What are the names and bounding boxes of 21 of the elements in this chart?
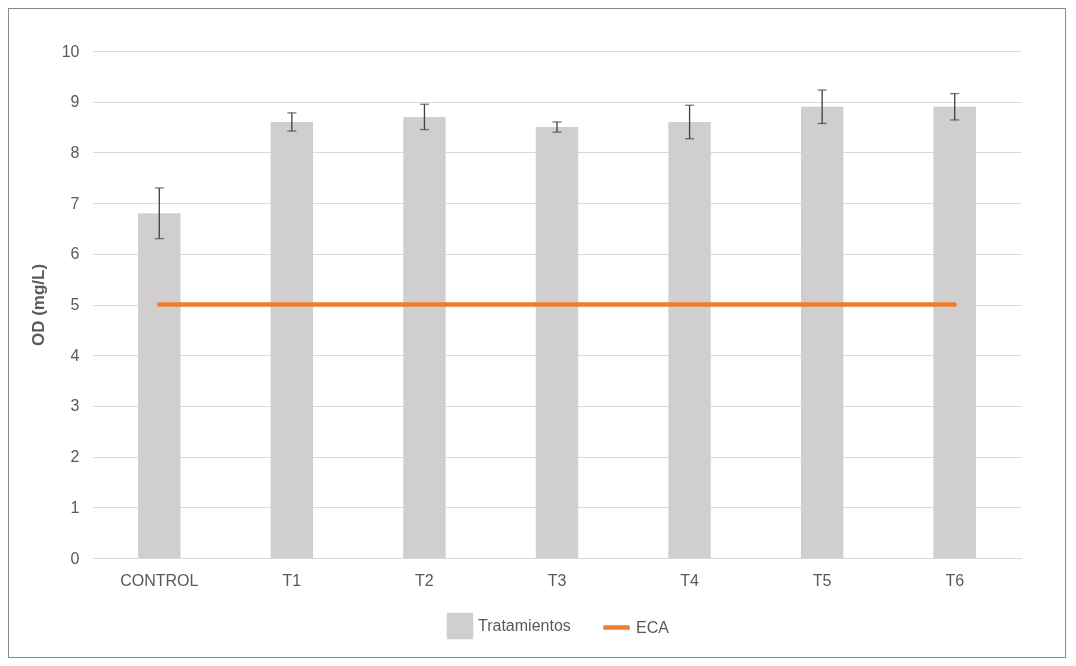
x-tick-label: CONTROL [120,571,199,589]
x-tick-label: T2 [415,571,434,589]
y-tick-label: 3 [70,397,80,415]
y-tick-label: 10 [61,42,80,60]
legend-label: ECA [636,618,670,636]
y-axis-title: OD (mg/L) [28,263,48,347]
y-tick-label: 6 [70,245,80,263]
x-tick-label: T1 [282,571,302,589]
y-tick-label: 0 [70,549,80,567]
x-tick-label: T6 [945,571,965,589]
y-tick-label: 5 [70,296,80,313]
y-tick-label: 7 [70,194,80,212]
y-tick-label: 4 [70,346,80,364]
y-tick-label: 1 [70,498,80,516]
x-tick-label: T4 [680,571,700,589]
y-tick-label: 8 [70,143,80,161]
y-tick-label: 2 [70,448,80,466]
legend-label: Tratamientos [478,617,571,634]
y-tick-label: 9 [70,93,80,111]
x-tick-label: T5 [812,571,832,589]
x-tick-label: T3 [547,571,567,589]
